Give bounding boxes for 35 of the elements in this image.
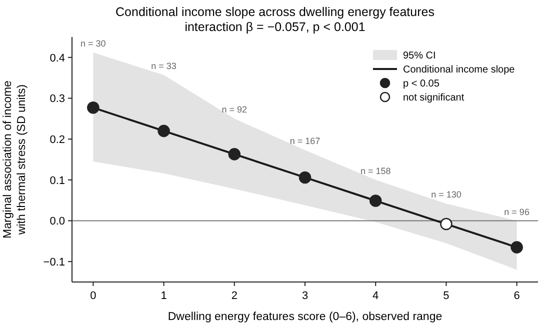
x-tick-label: 4 (372, 290, 379, 302)
x-tick-label: 0 (90, 290, 96, 302)
annotation: n = 130 (431, 190, 462, 200)
x-tick-label: 3 (302, 290, 308, 302)
point (87, 101, 100, 114)
annotation: 95% CI (403, 50, 436, 62)
point (298, 171, 312, 184)
point (510, 241, 523, 254)
legend-label: not significant (403, 92, 464, 104)
point (228, 148, 241, 160)
x-tick-label: 1 (160, 290, 167, 302)
x-tick-label: 5 (443, 290, 450, 302)
y-tick-label: 0.3 (50, 93, 65, 106)
y-tick-label: 0.1 (50, 174, 65, 187)
y-axis-title: Marginal association of income with thermal stress (SD units) (2, 80, 28, 238)
annotation: n = 30 (80, 38, 106, 49)
legend-label: Conditional income slope (403, 64, 516, 76)
y-tick-label: 0.4 (50, 52, 65, 64)
x-tick-label: 2 (231, 290, 238, 302)
legend-label: p < 0.05 (403, 78, 440, 90)
annotation: n = 167 (290, 136, 320, 146)
y-tick-label: 0.2 (50, 134, 65, 146)
y-tick-label: 0.0 (50, 216, 65, 228)
annotation: n = 158 (360, 166, 391, 176)
x-axis-title: Dwelling energy features score (0–6), observed range (168, 311, 442, 323)
point (369, 194, 382, 207)
point (440, 218, 452, 230)
point (158, 124, 170, 138)
annotation: n = 33 (151, 60, 176, 71)
chart-title: Conditional income slope across dwelling energy features (116, 5, 434, 19)
y-tick-label: −0.1 (43, 256, 65, 268)
chart-subtitle: interaction β = −0.057, p < 0.001 (184, 20, 366, 34)
annotation: n = 92 (222, 104, 248, 115)
x-tick-label: 6 (514, 290, 520, 302)
annotation: n = 96 (504, 206, 530, 217)
